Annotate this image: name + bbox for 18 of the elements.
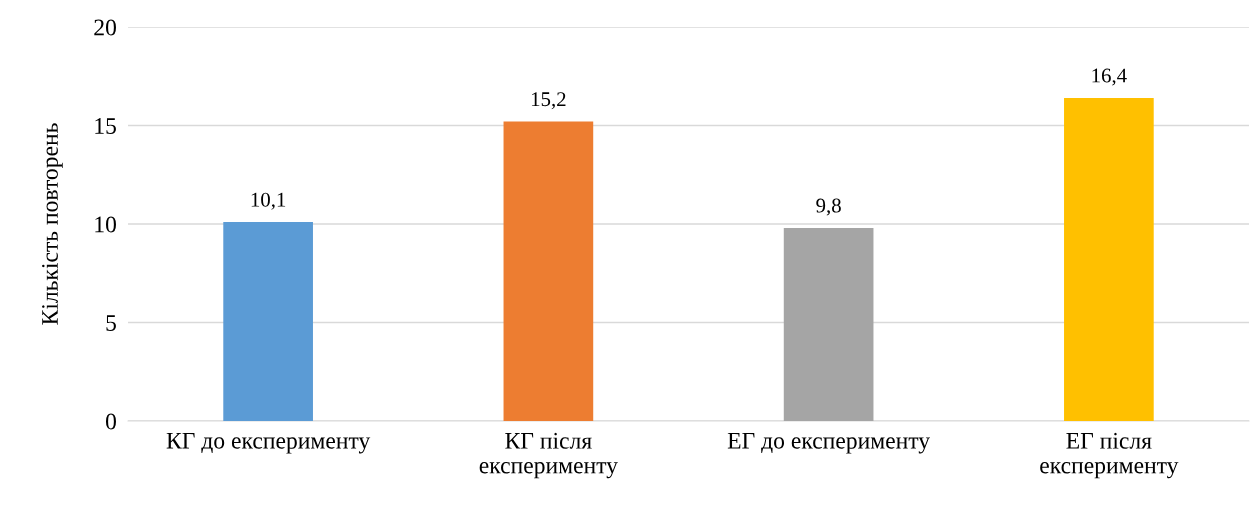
x-tick-label: ЕГ до експерименту xyxy=(727,432,931,454)
x-tick-label: КГ до експерименту xyxy=(166,432,371,454)
x-tick-label: КГ після експерименту xyxy=(479,432,618,479)
y-tick-label: 20 xyxy=(94,19,116,36)
bar xyxy=(503,121,594,421)
data-label: 9,8 xyxy=(816,198,841,216)
x-tick-label: ЕГ після експерименту xyxy=(1040,432,1179,479)
data-label: 16,4 xyxy=(1092,68,1127,86)
y-axis-title: Кількість повторень xyxy=(42,123,63,325)
y-tick-label: 10 xyxy=(95,216,116,233)
bar xyxy=(1064,97,1154,421)
y-tick-label: 5 xyxy=(106,315,116,331)
bar xyxy=(223,222,313,421)
data-label: 15,2 xyxy=(531,92,566,110)
data-label: 10,1 xyxy=(251,192,286,210)
bar xyxy=(783,227,874,421)
y-tick-label: 0 xyxy=(105,413,116,430)
y-tick-label: 15 xyxy=(95,118,116,134)
